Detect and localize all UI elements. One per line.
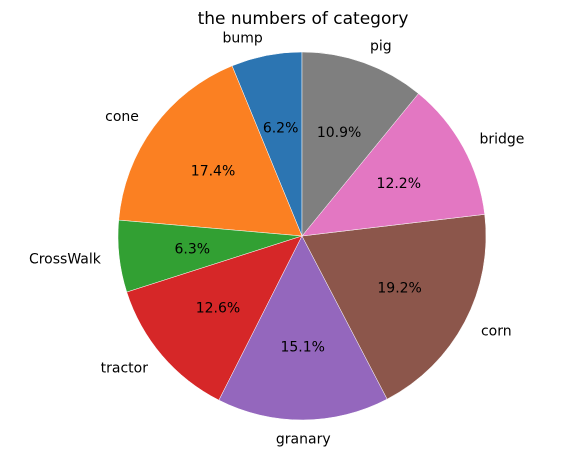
- category-label-cone: cone: [105, 109, 139, 125]
- pct-label-granary: 15.1%: [280, 339, 324, 355]
- category-label-pig: pig: [370, 38, 392, 54]
- category-label-corn: corn: [481, 324, 512, 340]
- pie-slice-cone: [118, 65, 303, 237]
- chart-title: the numbers of category: [198, 9, 409, 29]
- percentage-labels: 6.2% 17.4% 6.3% 12.6% 15.1% 19.2% 12.2% 10.9%: [174, 121, 421, 356]
- pct-label-corn: 19.2%: [377, 281, 421, 297]
- pie-slice-corn: [301, 214, 487, 400]
- pct-label-bump: 6.2%: [263, 121, 299, 137]
- pct-label-tractor: 12.6%: [196, 301, 240, 317]
- pie-slice-bridge: [301, 93, 485, 237]
- category-label-granary: granary: [276, 431, 331, 447]
- category-label-bridge: bridge: [479, 132, 524, 148]
- pct-label-crosswalk: 6.3%: [174, 241, 210, 257]
- pie-slice-granary: [218, 235, 388, 421]
- pct-label-cone: 17.4%: [191, 164, 235, 180]
- category-label-bump: bump: [222, 30, 262, 46]
- category-label-crosswalk: CrossWalk: [29, 252, 102, 268]
- pct-label-bridge: 12.2%: [377, 176, 421, 192]
- pct-label-pig: 10.9%: [317, 125, 361, 141]
- pie-slice-pig: [301, 51, 419, 237]
- category-labels: bump cone CrossWalk tractor granary corn bridg…: [29, 30, 524, 447]
- pie-slice-tractor: [126, 235, 303, 401]
- pie-slices: [117, 51, 487, 421]
- category-label-tractor: tractor: [101, 360, 149, 376]
